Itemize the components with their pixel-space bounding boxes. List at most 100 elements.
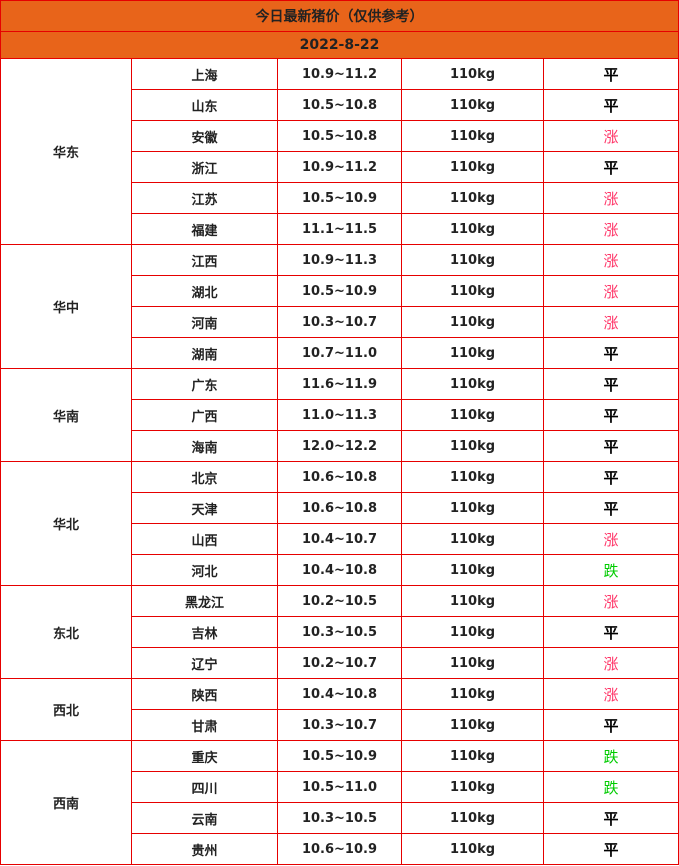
- price-cell: 10.9~11.3: [277, 244, 402, 276]
- weight-cell: 110kg: [401, 120, 544, 152]
- date-row: 2022-8-22: [0, 31, 679, 59]
- weight-cell: 110kg: [401, 430, 544, 462]
- price-cell: 10.4~10.8: [277, 554, 402, 586]
- table-row: 山东 10.5~10.8 110kg 平: [1, 89, 679, 121]
- weight-cell: 110kg: [401, 833, 544, 865]
- region-cell: 华北: [0, 461, 132, 586]
- price-cell: 11.0~11.3: [277, 399, 402, 431]
- table-title: 今日最新猪价（仅供参考）: [0, 0, 679, 32]
- price-cell: 11.6~11.9: [277, 368, 402, 400]
- price-cell: 10.3~10.7: [277, 709, 402, 741]
- trend-cell: 涨: [542, 244, 679, 276]
- province-cell: 海南: [131, 430, 278, 462]
- trend-cell: 涨: [542, 120, 679, 152]
- table-row: 贵州 10.6~10.9 110kg 平: [1, 833, 679, 865]
- province-cell: 黑龙江: [131, 585, 278, 617]
- region-cell: 西北: [0, 678, 132, 741]
- table-row: 湖南 10.7~11.0 110kg 平: [1, 337, 679, 369]
- table-row: 华北 北京 10.6~10.8 110kg 平: [0, 461, 679, 586]
- weight-cell: 110kg: [401, 802, 544, 834]
- price-cell: 10.7~11.0: [277, 337, 402, 369]
- table-row: 华中 江西 10.9~11.3 110kg 涨: [0, 244, 679, 369]
- province-cell: 湖南: [131, 337, 278, 369]
- province-cell: 四川: [131, 771, 278, 803]
- weight-cell: 110kg: [401, 678, 544, 710]
- region-cell: 华东: [0, 58, 132, 245]
- weight-cell: 110kg: [401, 585, 544, 617]
- province-cell: 上海: [131, 58, 278, 90]
- province-cell: 甘肃: [131, 709, 278, 741]
- price-cell: 10.6~10.8: [277, 492, 402, 524]
- weight-cell: 110kg: [401, 213, 544, 245]
- trend-cell: 平: [542, 833, 679, 865]
- trend-cell: 平: [542, 616, 679, 648]
- province-cell: 江西: [131, 244, 278, 276]
- weight-cell: 110kg: [401, 616, 544, 648]
- price-cell: 10.5~11.0: [277, 771, 402, 803]
- trend-cell: 涨: [542, 182, 679, 214]
- table-row: 山西 10.4~10.7 110kg 涨: [1, 523, 679, 555]
- table-row: 吉林 10.3~10.5 110kg 平: [1, 616, 679, 648]
- table-row: 河北 10.4~10.8 110kg 跌: [1, 554, 679, 586]
- province-cell: 广东: [131, 368, 278, 400]
- province-cell: 陕西: [131, 678, 278, 710]
- price-cell: 11.1~11.5: [277, 213, 402, 245]
- table-row: 浙江 10.9~11.2 110kg 平: [1, 151, 679, 183]
- trend-cell: 平: [542, 709, 679, 741]
- trend-cell: 平: [542, 399, 679, 431]
- price-cell: 12.0~12.2: [277, 430, 402, 462]
- province-cell: 山西: [131, 523, 278, 555]
- table-row: 甘肃 10.3~10.7 110kg 平: [1, 709, 679, 741]
- table-date: 2022-8-22: [0, 31, 679, 59]
- province-cell: 北京: [131, 461, 278, 493]
- price-cell: 10.9~11.2: [277, 151, 402, 183]
- province-cell: 安徽: [131, 120, 278, 152]
- price-cell: 10.2~10.7: [277, 647, 402, 679]
- trend-cell: 涨: [542, 678, 679, 710]
- weight-cell: 110kg: [401, 399, 544, 431]
- table-row: 河南 10.3~10.7 110kg 涨: [1, 306, 679, 338]
- table-row: 辽宁 10.2~10.7 110kg 涨: [1, 647, 679, 679]
- trend-cell: 涨: [542, 585, 679, 617]
- price-cell: 10.3~10.5: [277, 802, 402, 834]
- price-cell: 10.9~11.2: [277, 58, 402, 90]
- province-cell: 河北: [131, 554, 278, 586]
- province-cell: 重庆: [131, 740, 278, 772]
- weight-cell: 110kg: [401, 492, 544, 524]
- weight-cell: 110kg: [401, 647, 544, 679]
- weight-cell: 110kg: [401, 337, 544, 369]
- province-cell: 浙江: [131, 151, 278, 183]
- trend-cell: 平: [542, 430, 679, 462]
- price-cell: 10.6~10.9: [277, 833, 402, 865]
- table-row: 华东 上海 10.9~11.2 110kg 平: [0, 58, 679, 245]
- province-cell: 吉林: [131, 616, 278, 648]
- table-row: 安徽 10.5~10.8 110kg 涨: [1, 120, 679, 152]
- weight-cell: 110kg: [401, 709, 544, 741]
- weight-cell: 110kg: [401, 306, 544, 338]
- price-cell: 10.3~10.5: [277, 616, 402, 648]
- price-cell: 10.5~10.9: [277, 182, 402, 214]
- price-cell: 10.5~10.8: [277, 89, 402, 121]
- trend-cell: 涨: [542, 213, 679, 245]
- weight-cell: 110kg: [401, 275, 544, 307]
- price-cell: 10.3~10.7: [277, 306, 402, 338]
- weight-cell: 110kg: [401, 368, 544, 400]
- region-cell: 华南: [0, 368, 132, 462]
- trend-cell: 跌: [542, 740, 679, 772]
- trend-cell: 平: [542, 89, 679, 121]
- province-cell: 河南: [131, 306, 278, 338]
- weight-cell: 110kg: [401, 89, 544, 121]
- trend-cell: 涨: [542, 647, 679, 679]
- province-cell: 云南: [131, 802, 278, 834]
- table-row: 湖北 10.5~10.9 110kg 涨: [1, 275, 679, 307]
- table-row: 福建 11.1~11.5 110kg 涨: [1, 213, 679, 245]
- price-cell: 10.5~10.9: [277, 275, 402, 307]
- province-cell: 天津: [131, 492, 278, 524]
- price-cell: 10.4~10.7: [277, 523, 402, 555]
- trend-cell: 平: [542, 337, 679, 369]
- table-row: 江苏 10.5~10.9 110kg 涨: [1, 182, 679, 214]
- trend-cell: 平: [542, 492, 679, 524]
- price-cell: 10.5~10.8: [277, 120, 402, 152]
- trend-cell: 平: [542, 368, 679, 400]
- weight-cell: 110kg: [401, 740, 544, 772]
